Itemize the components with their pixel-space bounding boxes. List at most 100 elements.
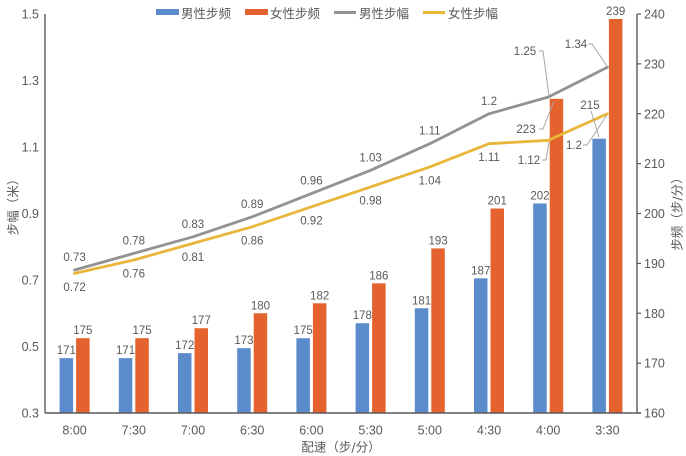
female-cadence-bar xyxy=(135,338,149,413)
chart-legend: 男性步频 女性步频 男性步幅 女性步幅 xyxy=(156,3,512,21)
legend-item-male-stride: 男性步幅 xyxy=(334,3,409,22)
leader-line xyxy=(539,50,550,97)
female-cadence-bar xyxy=(549,98,564,413)
male-stride-data-label: 1.11 xyxy=(419,126,441,138)
female-cadence-bar xyxy=(194,328,208,413)
y-axis-title-right: 步频（步/分） xyxy=(669,171,685,251)
female-cadence-data-label: 193 xyxy=(428,235,447,247)
y-tick-label-right: 160 xyxy=(644,407,665,421)
male-cadence-bar xyxy=(355,323,370,413)
legend-item-female-cadence: 女性步频 xyxy=(245,3,320,22)
male-cadence-data-label: 173 xyxy=(234,335,253,347)
y-tick-label-left: 0.3 xyxy=(22,407,39,421)
female-stride-data-label: 1.04 xyxy=(419,175,442,187)
female-stride-data-label: 0.92 xyxy=(300,215,322,227)
male-cadence-bar xyxy=(296,338,310,413)
legend-item-female-stride: 女性步幅 xyxy=(423,3,498,22)
legend-swatch-male-cadence xyxy=(156,9,179,15)
x-tick-label: 5:30 xyxy=(358,424,382,438)
female-cadence-bar xyxy=(253,313,268,413)
male-cadence-bar xyxy=(118,358,133,413)
male-cadence-data-label: 187 xyxy=(471,265,490,277)
x-tick-label: 5:00 xyxy=(418,424,442,438)
legend-swatch-female-stride xyxy=(423,10,446,14)
y-tick-label-right: 210 xyxy=(644,157,665,171)
female-stride-data-label: 0.76 xyxy=(123,269,145,281)
female-cadence-data-label: 177 xyxy=(192,315,211,327)
male-stride-data-label: 0.73 xyxy=(63,252,85,264)
female-stride-data-label: 0.72 xyxy=(63,282,85,294)
male-cadence-bar xyxy=(474,278,488,413)
legend-label-male-stride: 男性步幅 xyxy=(359,5,410,21)
y-tick-label-left: 0.5 xyxy=(22,340,39,354)
male-cadence-bars xyxy=(59,138,606,413)
male-cadence-bar xyxy=(178,353,192,413)
female-cadence-data-label: 180 xyxy=(251,300,270,312)
male-cadence-data-label: 178 xyxy=(353,310,372,322)
legend-label-male-cadence: 男性步频 xyxy=(181,5,232,21)
y-tick-label-right: 230 xyxy=(644,57,665,71)
y-tick-label-right: 180 xyxy=(644,307,665,321)
female-cadence-data-label: 175 xyxy=(73,325,92,337)
x-tick-label: 3:30 xyxy=(595,424,619,438)
y-tick-label-left: 1.1 xyxy=(22,141,39,155)
male-cadence-data-label: 215 xyxy=(580,100,599,112)
y-tick-label-right: 220 xyxy=(644,107,665,121)
leader-line xyxy=(590,110,600,138)
x-tick-label: 7:30 xyxy=(122,424,146,438)
male-stride-data-label: 0.78 xyxy=(123,235,145,247)
male-stride-line xyxy=(73,65,609,272)
female-cadence-data-label: 201 xyxy=(488,196,507,208)
male-cadence-data-label: 202 xyxy=(530,191,549,203)
male-cadence-data-label: 172 xyxy=(175,340,194,352)
male-cadence-bar xyxy=(592,138,606,413)
female-cadence-bar xyxy=(490,208,504,413)
female-stride-data-label: 0.86 xyxy=(241,235,263,247)
female-cadence-data-label: 182 xyxy=(310,290,329,302)
x-tick-label: 4:00 xyxy=(536,424,560,438)
female-cadence-data-label: 175 xyxy=(132,325,151,337)
male-stride-data-label: 0.83 xyxy=(182,219,204,231)
male-cadence-data-label: 171 xyxy=(116,345,135,357)
male-stride-data-label: 1.25 xyxy=(514,46,536,58)
leader-line xyxy=(542,141,550,161)
female-stride-data-label: 1.2 xyxy=(566,140,582,152)
y-tick-label-right: 240 xyxy=(644,8,665,22)
female-stride-data-label: 0.98 xyxy=(359,195,381,207)
y-tick-label-left: 0.7 xyxy=(22,274,39,288)
female-cadence-bar xyxy=(431,248,445,413)
female-cadence-data-label: 186 xyxy=(369,270,388,282)
male-cadence-bar xyxy=(237,348,251,413)
legend-item-male-cadence: 男性步频 xyxy=(156,3,231,22)
x-tick-label: 4:30 xyxy=(477,424,501,438)
male-stride-data-label: 1.03 xyxy=(359,152,381,164)
legend-swatch-male-stride xyxy=(334,10,357,14)
male-cadence-data-label: 181 xyxy=(412,295,431,307)
female-cadence-bar xyxy=(76,338,90,413)
leader-line xyxy=(588,43,608,67)
x-axis-title: 配速（步/分） xyxy=(301,439,381,455)
female-cadence-bars xyxy=(76,18,623,414)
female-cadence-bar xyxy=(608,18,623,414)
y-tick-label-left: 1.5 xyxy=(22,8,39,22)
female-stride-data-label: 1.11 xyxy=(478,152,500,164)
legend-swatch-female-cadence xyxy=(245,9,269,15)
x-tick-label: 6:30 xyxy=(240,424,264,438)
y-tick-label-right: 200 xyxy=(644,207,665,221)
female-cadence-bar xyxy=(372,283,386,413)
y-tick-label-left: 0.9 xyxy=(22,207,39,221)
y-tick-label-right: 170 xyxy=(644,357,665,371)
x-tick-label: 8:00 xyxy=(62,424,86,438)
female-stride-data-label: 0.81 xyxy=(182,252,204,264)
legend-label-female-cadence: 女性步频 xyxy=(270,5,321,21)
male-stride-data-label: 1.2 xyxy=(481,96,497,108)
male-stride-data-label: 0.96 xyxy=(300,176,322,188)
y-tick-label-left: 1.3 xyxy=(22,74,39,88)
female-cadence-bar xyxy=(312,303,327,413)
female-stride-data-label: 1.12 xyxy=(518,155,540,167)
y-tick-label-right: 190 xyxy=(644,257,665,271)
male-cadence-bar xyxy=(533,203,547,413)
male-stride-data-label: 1.34 xyxy=(565,39,588,51)
male-cadence-bar xyxy=(59,358,74,413)
leader-line xyxy=(583,114,608,146)
